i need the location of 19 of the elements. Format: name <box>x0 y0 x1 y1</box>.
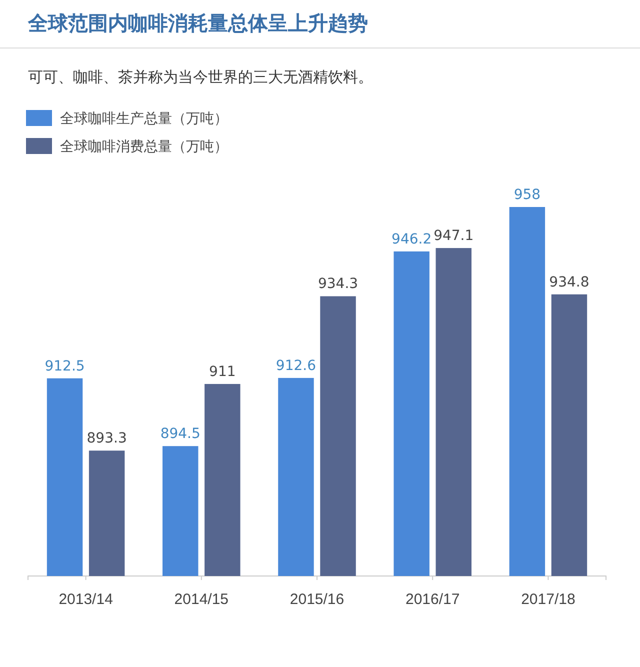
x-tick-label: 2015/16 <box>290 591 344 608</box>
data-label: 958 <box>514 187 541 203</box>
x-tick-label: 2013/14 <box>58 591 113 608</box>
data-label: 946.2 <box>392 231 432 248</box>
data-label: 912.5 <box>44 358 85 374</box>
x-tick-label: 2016/17 <box>405 591 460 608</box>
data-label: 947.1 <box>434 228 474 244</box>
x-tick-label: 2014/15 <box>174 591 229 608</box>
data-label: 934.8 <box>549 274 590 290</box>
data-label: 911 <box>209 364 236 380</box>
chart-subtitle: 可可、咖啡、茶并称为当今世界的三大无酒精饮料。 <box>28 68 373 86</box>
data-label: 893.3 <box>86 430 127 447</box>
legend-label: 全球咖啡消费总量（万吨） <box>60 139 228 155</box>
chart-title: 全球范围内咖啡消耗量总体呈上升趋势 <box>27 11 368 35</box>
legend-label: 全球咖啡生产总量（万吨） <box>60 111 228 127</box>
data-label: 912.6 <box>276 358 316 374</box>
x-tick-label: 2017/18 <box>521 591 576 608</box>
data-label: 894.5 <box>160 426 200 442</box>
data-label: 934.3 <box>318 276 358 292</box>
